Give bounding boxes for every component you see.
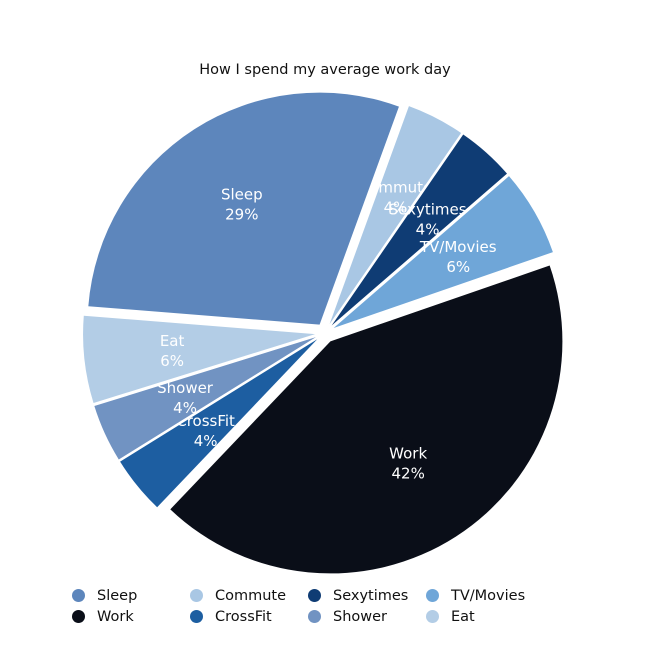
slice-percent: 4%	[416, 220, 440, 238]
legend-swatch	[190, 589, 203, 602]
legend-label: CrossFit	[215, 608, 272, 625]
pie-slice-shower	[94, 337, 316, 460]
legend-item-tv-movies: TV/Movies	[426, 588, 556, 604]
slice-label-sleep: Sleep 29%	[221, 186, 263, 224]
pie-slice-work	[170, 265, 563, 574]
legend-swatch	[426, 610, 439, 623]
legend-label: Work	[97, 608, 134, 625]
slice-label-eat: Eat 6%	[160, 332, 185, 370]
slice-label-commute: Commute 4%	[359, 178, 433, 216]
legend-item-sexytimes: Sexytimes	[308, 588, 426, 604]
slice-percent: 6%	[446, 258, 470, 276]
legend-label: Sexytimes	[333, 587, 409, 604]
legend-label: TV/Movies	[451, 587, 526, 604]
legend-item-shower: Shower	[308, 609, 426, 625]
pie-slice-sexytimes	[331, 134, 508, 326]
legend-item-work: Work	[72, 609, 190, 625]
legend-label: Shower	[333, 608, 388, 625]
legend-swatch	[190, 610, 203, 623]
slice-label-work: Work 42%	[389, 444, 427, 482]
legend-label: Commute	[215, 587, 287, 604]
legend-item-crossfit: CrossFit	[190, 609, 308, 625]
pie-slice-eat	[83, 315, 316, 403]
slice-percent: 4%	[384, 198, 408, 216]
slice-name: Work	[389, 444, 427, 462]
legend-row: Work CrossFit Shower Eat	[72, 606, 572, 627]
slice-percent: 4%	[173, 399, 197, 417]
legend-swatch	[72, 610, 85, 623]
pie-slice-tv-movies	[333, 176, 553, 328]
pie-slice-crossfit	[120, 339, 318, 508]
legend-swatch	[308, 589, 321, 602]
slice-percent: 6%	[160, 352, 184, 370]
slice-name: CrossFit	[176, 412, 235, 430]
legend-item-commute: Commute	[190, 588, 308, 604]
legend-item-eat: Eat	[426, 609, 556, 625]
pie-slice-commute	[329, 106, 462, 325]
legend-swatch	[308, 610, 321, 623]
slice-name: Eat	[160, 332, 185, 350]
legend-label: Sleep	[97, 587, 138, 604]
slice-label-sexytimes: Sexytimes 4%	[389, 200, 467, 238]
legend-row: Sleep Commute Sexytimes TV/Movies	[72, 585, 572, 606]
legend-label: Eat	[451, 608, 475, 625]
slice-percent: 42%	[392, 464, 425, 482]
slice-name: Shower	[157, 379, 214, 397]
slice-name: Sleep	[221, 186, 263, 204]
pie-chart: Commute4%Sexytimes4%TV/Movies6%Work42%Cr…	[83, 92, 563, 574]
legend-item-sleep: Sleep	[72, 588, 190, 604]
slice-percent: 4%	[194, 432, 218, 450]
pie-slice-sleep	[88, 92, 399, 325]
slice-name: Commute	[359, 178, 433, 196]
slice-label-crossfit: CrossFit 4%	[176, 412, 235, 450]
legend: Sleep Commute Sexytimes TV/Movies Work C…	[72, 585, 572, 627]
slice-label-tv-movies: TV/Movies 6%	[419, 238, 497, 276]
chart-title: How I spend my average work day	[199, 62, 451, 78]
slice-label-shower: Shower 4%	[157, 379, 214, 417]
slice-name: Sexytimes	[389, 200, 467, 218]
slice-name: TV/Movies	[419, 238, 497, 256]
legend-swatch	[426, 589, 439, 602]
legend-swatch	[72, 589, 85, 602]
slice-percent: 29%	[225, 206, 258, 224]
